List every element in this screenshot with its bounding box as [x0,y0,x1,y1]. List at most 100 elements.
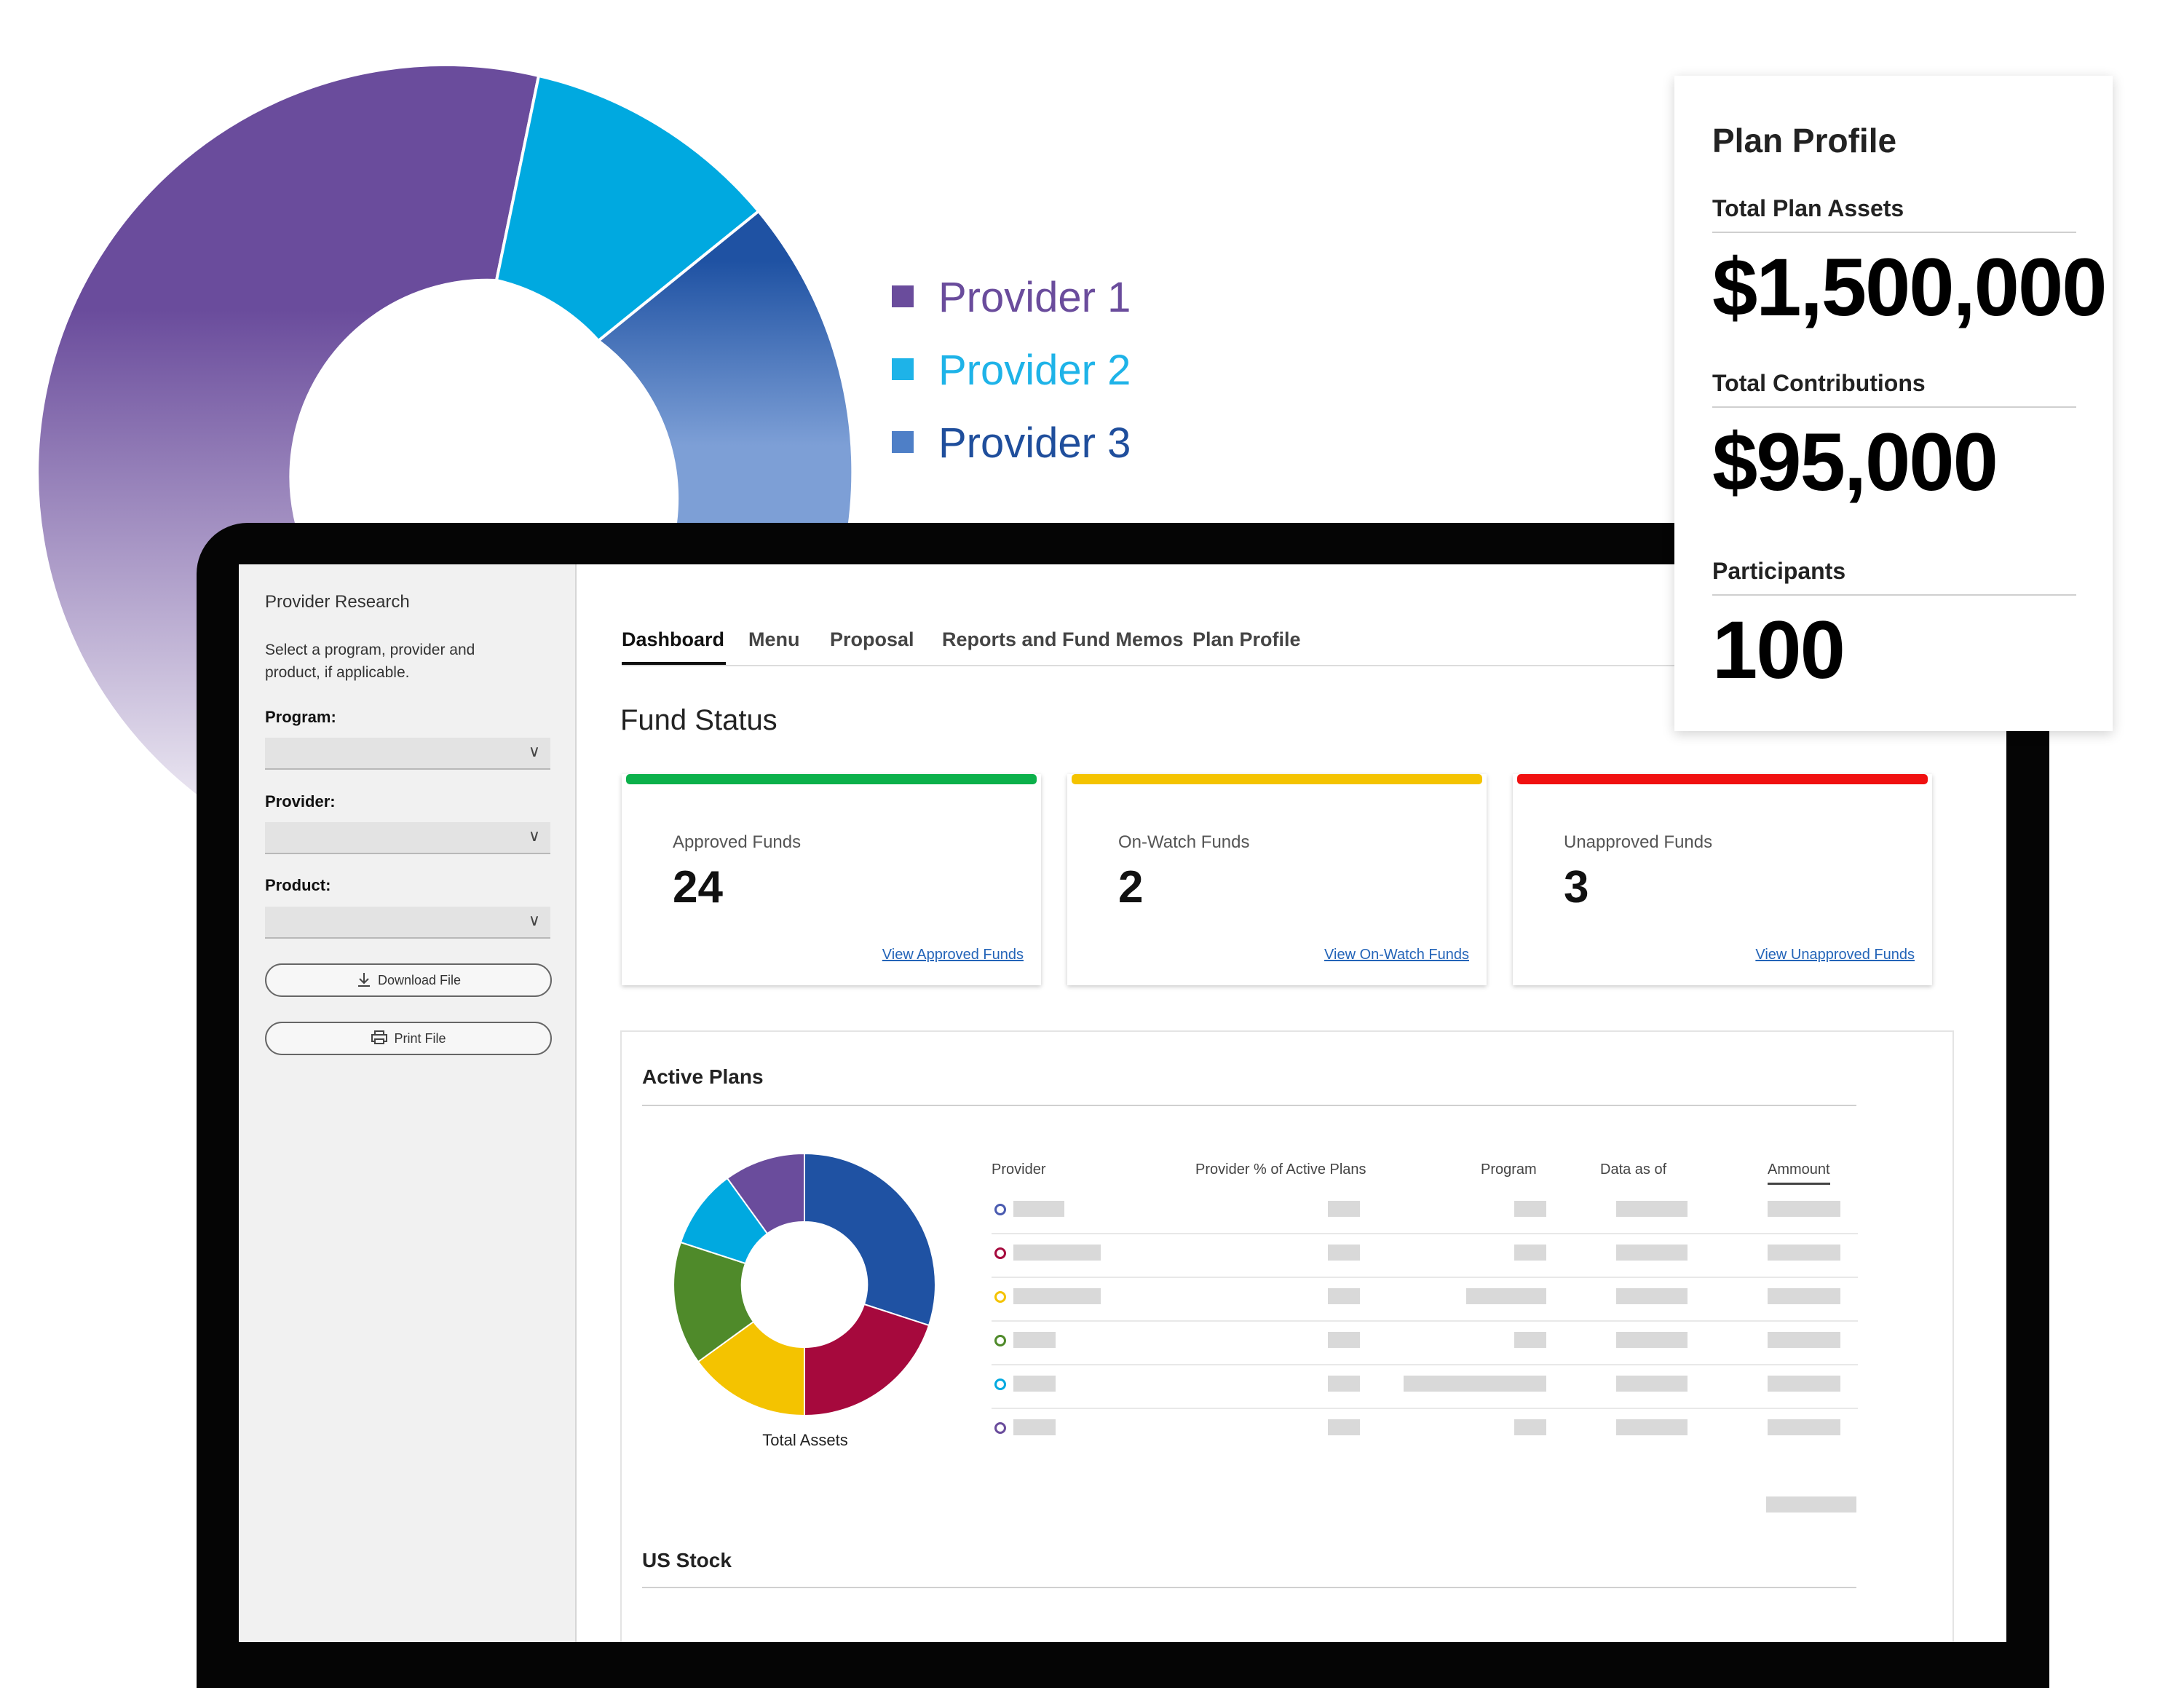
placeholder [1328,1288,1360,1304]
total-plan-assets-value: $1,500,000 [1712,242,2108,333]
placeholder [1616,1201,1688,1217]
placeholder [1013,1419,1056,1435]
total-assets-donut-chart [673,1153,936,1416]
placeholder [1768,1201,1840,1217]
donut-slice [804,1303,930,1416]
participants-value: 100 [1712,604,1845,695]
placeholder [1768,1245,1840,1261]
tab-bar: Dashboard Menu Proposal Reports and Fund… [622,628,2005,666]
print-file-button[interactable]: Print File [265,1022,552,1055]
table-row[interactable] [992,1233,1858,1278]
placeholder [1514,1332,1546,1348]
table-row[interactable] [992,1189,1858,1234]
legend-swatch [892,358,914,380]
legend-swatch [892,285,914,307]
column-header-program: Program [1481,1162,1537,1178]
plan-profile-title: Plan Profile [1712,122,1897,159]
legend-item-provider-2: Provider 2 [892,346,1131,395]
placeholder [1013,1245,1101,1261]
program-select[interactable]: ∨ [265,738,550,770]
provider-dot-icon [994,1204,1006,1215]
provider-dot-icon [994,1247,1006,1259]
card-label: Unapproved Funds [1564,832,1713,852]
placeholder [1616,1376,1688,1392]
placeholder [1768,1376,1840,1392]
plan-profile-card: Plan Profile Total Plan Assets $1,500,00… [1674,76,2113,731]
total-assets-label: Total Assets [762,1431,848,1449]
table-row[interactable] [992,1277,1858,1322]
divider [1712,232,2076,233]
legend-item-provider-3: Provider 3 [892,419,1131,468]
provider-dot-icon [994,1422,1006,1434]
donut-slice [804,1153,936,1327]
on-watch-funds-card: On-Watch Funds 2 View On-Watch Funds [1067,774,1487,985]
placeholder [1013,1376,1056,1392]
tab-plan-profile[interactable]: Plan Profile [1192,628,1301,650]
divider [642,1587,1856,1588]
placeholder [1328,1419,1360,1435]
status-bar-unapproved [1517,774,1928,784]
legend-label: Provider 3 [938,419,1131,467]
placeholder [1328,1201,1360,1217]
chevron-down-icon: ∨ [528,911,540,929]
download-icon [357,973,370,987]
view-unapproved-funds-link[interactable]: View Unapproved Funds [1755,947,1915,963]
card-label: On-Watch Funds [1118,832,1250,852]
table-row[interactable] [992,1408,1858,1451]
status-bar-on-watch [1072,774,1482,784]
placeholder [1514,1419,1546,1435]
main-content: Dashboard Menu Proposal Reports and Fund… [575,564,2006,1642]
card-value: 3 [1564,862,1589,912]
divider [642,1105,1856,1106]
program-label: Program: [265,708,336,726]
participants-label: Participants [1712,558,1846,584]
sidebar: Provider Research Select a program, prov… [239,564,577,1642]
printer-icon [371,1030,388,1045]
donut-slice [697,1320,805,1416]
divider [1712,406,2076,408]
view-approved-funds-link[interactable]: View Approved Funds [882,947,1024,963]
tab-dashboard[interactable]: Dashboard [622,628,727,665]
download-file-label: Download File [377,973,462,987]
column-header-provider: Provider [992,1162,1046,1178]
total-contributions-label: Total Contributions [1712,370,1926,396]
provider-dot-icon [994,1379,1006,1390]
legend-swatch [892,430,914,453]
legend-item-provider-1: Provider 1 [892,273,1131,322]
tab-proposal[interactable]: Proposal [830,628,914,650]
laptop-screen: Provider Research Select a program, prov… [239,564,2006,1642]
card-label: Approved Funds [673,832,802,852]
column-header-amount[interactable]: Ammount [1768,1162,1830,1185]
active-plans-title: Active Plans [642,1065,764,1088]
approved-funds-card: Approved Funds 24 View Approved Funds [622,774,1041,985]
placeholder [1013,1201,1064,1217]
placeholder [1514,1245,1546,1261]
placeholder [1013,1332,1056,1348]
placeholder [1328,1332,1360,1348]
download-file-button[interactable]: Download File [265,963,552,997]
sidebar-title: Provider Research [265,592,410,612]
column-header-data-as-of: Data as of [1600,1162,1667,1178]
print-file-label: Print File [394,1031,446,1046]
table-row[interactable] [992,1320,1858,1365]
product-select[interactable]: ∨ [265,907,550,939]
total-contributions-value: $95,000 [1712,417,1998,508]
table-row[interactable] [992,1364,1858,1409]
provider-dot-icon [994,1291,1006,1303]
card-value: 2 [1118,862,1144,912]
placeholder [1616,1332,1688,1348]
total-amount-placeholder [1766,1496,1856,1513]
unapproved-funds-card: Unapproved Funds 3 View Unapproved Funds [1513,774,1932,985]
tab-reports-and-fund-memos[interactable]: Reports and Fund Memos [942,628,1184,650]
provider-dot-icon [994,1335,1006,1346]
active-plans-panel: Active Plans Total Assets Provider Provi… [620,1030,1954,1642]
placeholder [1616,1288,1688,1304]
placeholder [1768,1419,1840,1435]
donut-slice [673,1241,755,1363]
placeholder [1328,1245,1360,1261]
tab-menu[interactable]: Menu [748,628,800,650]
view-on-watch-funds-link[interactable]: View On-Watch Funds [1324,947,1469,963]
provider-select[interactable]: ∨ [265,822,550,854]
placeholder [1328,1376,1360,1392]
card-value: 24 [673,862,723,912]
